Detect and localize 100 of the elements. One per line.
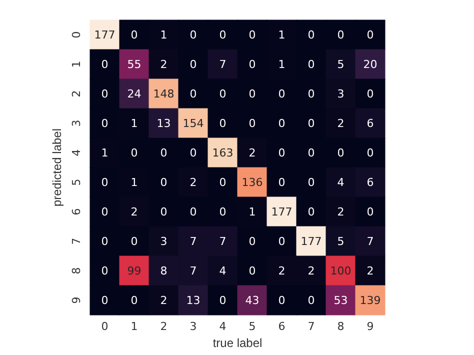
data-label: 6 <box>366 176 374 189</box>
data-label: 0 <box>219 176 226 189</box>
data-label: 0 <box>308 205 315 218</box>
data-label: 0 <box>219 87 226 100</box>
data-label: 0 <box>219 205 226 218</box>
data-label: 0 <box>308 58 315 71</box>
data-label: 0 <box>101 264 108 278</box>
data-label: 2 <box>278 264 286 278</box>
data-label: 53 <box>334 294 348 307</box>
data-label: 0 <box>278 87 286 100</box>
data-label: 0 <box>219 116 226 130</box>
y-tick-label: 2 <box>70 90 83 98</box>
data-label: 0 <box>337 28 344 42</box>
data-label: 0 <box>366 28 374 42</box>
data-label: 177 <box>300 234 322 248</box>
data-label: 0 <box>130 146 138 160</box>
data-label: 1 <box>130 116 138 130</box>
data-label: 99 <box>127 264 142 278</box>
data-label: 5 <box>337 234 344 248</box>
data-label: 1 <box>160 28 168 42</box>
data-label: 154 <box>182 116 204 130</box>
data-label: 0 <box>248 87 256 100</box>
data-label: 1 <box>130 176 138 189</box>
data-label: 139 <box>360 294 381 307</box>
data-label: 20 <box>363 58 378 71</box>
data-label: 0 <box>248 58 256 71</box>
data-label: 3 <box>160 234 168 248</box>
data-label: 0 <box>278 234 286 248</box>
data-label: 0 <box>101 58 108 71</box>
data-label: 0 <box>101 116 108 130</box>
data-label: 2 <box>160 294 168 307</box>
data-label: 148 <box>153 87 174 100</box>
data-label: 55 <box>127 58 142 71</box>
data-label: 0 <box>101 234 108 248</box>
y-tick-label: 9 <box>70 296 83 304</box>
data-label: 0 <box>190 87 197 100</box>
data-label: 0 <box>248 116 256 130</box>
x-tick-label: 8 <box>337 320 344 333</box>
data-label: 0 <box>248 28 256 42</box>
data-label: 163 <box>212 146 234 160</box>
data-label: 0 <box>278 146 286 160</box>
data-label: 0 <box>248 234 256 248</box>
data-label: 43 <box>245 294 260 307</box>
data-label: 2 <box>130 205 138 218</box>
y-tick-label: 8 <box>70 267 83 274</box>
data-label: 5 <box>337 58 344 71</box>
data-label: 3 <box>337 87 344 100</box>
data-label: 0 <box>160 176 168 189</box>
y-tick-label: 1 <box>70 60 83 68</box>
y-tick-label: 5 <box>70 178 83 186</box>
data-label: 0 <box>248 264 256 278</box>
data-label: 1 <box>278 28 286 42</box>
data-label: 0 <box>190 146 197 160</box>
x-tick-label: 6 <box>278 320 286 333</box>
data-label: 100 <box>330 264 352 278</box>
data-label: 0 <box>130 294 138 307</box>
data-label: 2 <box>337 116 344 130</box>
data-label: 0 <box>337 146 344 160</box>
x-tick-label: 4 <box>219 320 226 333</box>
data-label: 2 <box>248 146 256 160</box>
y-axis-title: predicted label <box>50 128 64 207</box>
data-label: 2 <box>190 176 197 189</box>
data-label: 177 <box>94 28 116 42</box>
x-tick-label: 7 <box>308 320 315 333</box>
data-label: 136 <box>242 176 263 189</box>
data-label: 2 <box>160 58 168 71</box>
data-label: 7 <box>219 58 226 71</box>
data-label: 0 <box>366 146 374 160</box>
data-label: 0 <box>308 294 315 307</box>
data-label: 7 <box>366 234 374 248</box>
data-label: 8 <box>160 264 168 278</box>
data-label: 0 <box>101 205 108 218</box>
data-label: 13 <box>156 116 171 130</box>
data-label: 0 <box>278 294 286 307</box>
x-tick-label: 9 <box>366 320 374 333</box>
data-label: 7 <box>219 234 226 248</box>
data-label: 7 <box>190 234 197 248</box>
data-label: 0 <box>278 116 286 130</box>
x-tick-label: 2 <box>160 320 168 333</box>
data-label: 1 <box>248 205 256 218</box>
data-label: 6 <box>366 116 374 130</box>
data-label: 0 <box>308 87 315 100</box>
data-label: 2 <box>308 264 315 278</box>
data-label: 0 <box>190 205 197 218</box>
data-label: 0 <box>160 205 168 218</box>
data-label: 24 <box>127 87 142 100</box>
x-axis-title: true label <box>212 336 262 350</box>
y-tick-label: 6 <box>70 208 83 216</box>
data-label: 0 <box>366 87 374 100</box>
y-tick-label: 0 <box>70 31 83 38</box>
data-label: 0 <box>366 205 374 218</box>
data-label: 0 <box>101 294 108 307</box>
x-tick-label: 1 <box>130 320 138 333</box>
data-label: 4 <box>219 264 226 278</box>
data-label: 0 <box>130 234 138 248</box>
data-label: 1 <box>278 58 286 71</box>
y-tick-label: 4 <box>70 149 83 156</box>
data-label: 0 <box>308 146 315 160</box>
y-tick-label: 3 <box>70 120 83 127</box>
data-label: 0 <box>308 28 315 42</box>
